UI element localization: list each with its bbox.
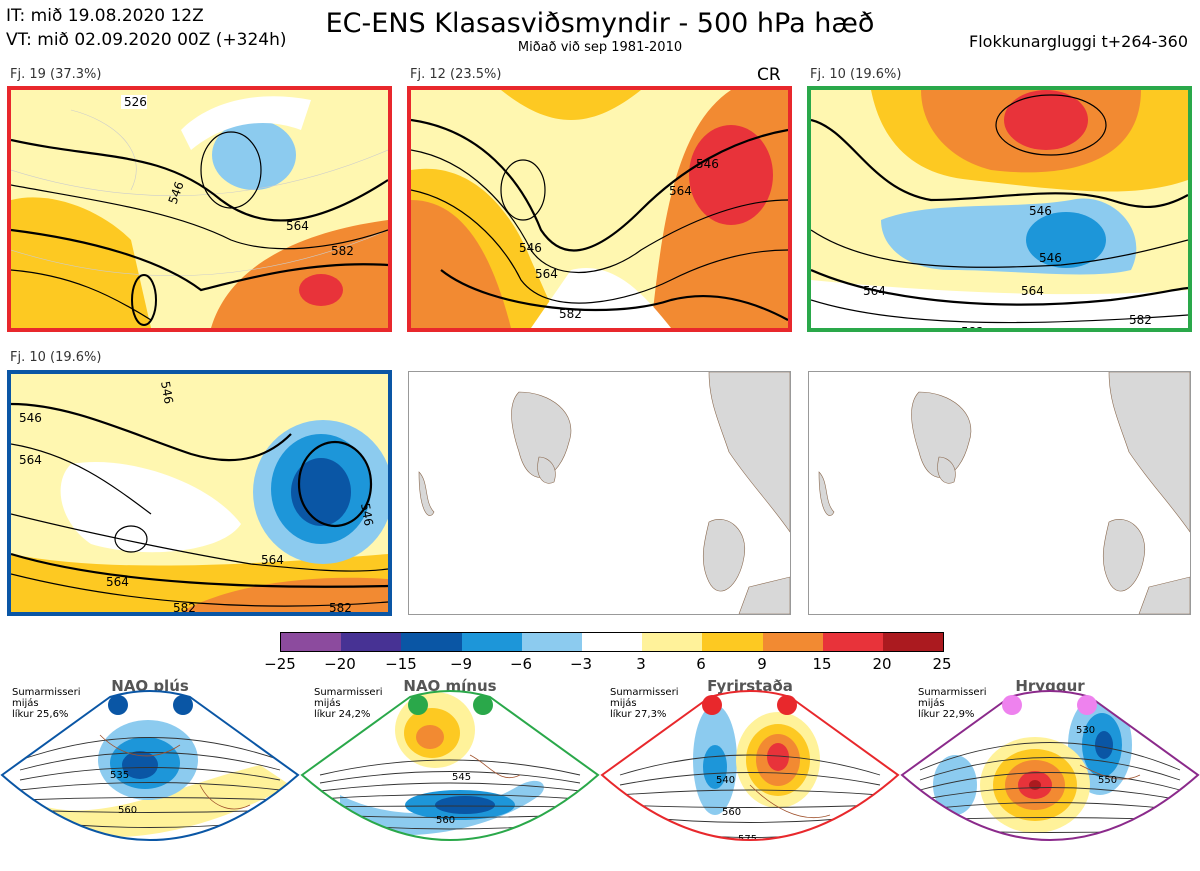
colorbar-segment [581, 633, 643, 651]
panel-1-label: Fj. 19 (37.3%) [10, 67, 102, 82]
colorbar-segment [642, 633, 703, 651]
colorbar-tick-label: −9 [449, 655, 473, 673]
regime-contour-label: 540 [716, 775, 735, 786]
panel-2-contour-label: 582 [559, 307, 582, 321]
regime-marker-dot [1077, 695, 1097, 715]
regime-nao-plus: Sumarmisseri mijás líkur 25,6% NAO plús … [0, 675, 300, 871]
colorbar-tick-label: −6 [509, 655, 533, 673]
regime-contour-label: 575 [446, 850, 465, 861]
regime-marker-dot [473, 695, 493, 715]
panel-3-contour-label: 546 [1029, 204, 1052, 218]
page-subtitle: Miðað við sep 1981-2010 [517, 40, 683, 55]
regime-contour-label: 575 [1092, 837, 1111, 848]
colorbar-tick-label: −15 [385, 655, 417, 673]
colorbar-segment [702, 633, 763, 651]
panel-4-contour-label: 564 [106, 575, 129, 589]
regime-marker-dot [1002, 695, 1022, 715]
regime-contour-label: 575 [738, 834, 757, 845]
empty-map-5 [408, 371, 791, 615]
regime-title: NAO mínus [403, 677, 497, 695]
colorbar-tick-label: −3 [569, 655, 593, 673]
colorbar-segment [822, 633, 883, 651]
panel-1-contour-label: 526 [124, 95, 147, 109]
colorbar-segment [762, 633, 823, 651]
colorbar-segment [281, 633, 342, 651]
header-info: IT: mið 19.08.2020 12Z VT: mið 02.09.202… [6, 4, 287, 52]
control-run-tag: CR [757, 65, 781, 85]
empty-map-6 [808, 371, 1191, 615]
colorbar-tick-label: 25 [932, 655, 952, 673]
regime-marker-dot [777, 695, 797, 715]
cluster-map-2: 546 564 582 546 564 [407, 86, 792, 332]
panel-4-contour-label: 546 [158, 380, 176, 405]
panel-1-contour-label: 582 [331, 244, 354, 258]
regime-title: Hryggur [1015, 677, 1085, 695]
panel-4-contour-label: 582 [173, 601, 196, 612]
panel-3-contour-label: 564 [863, 284, 886, 298]
regime-info: Sumarmisseri mijás líkur 25,6% [12, 687, 81, 720]
panel-4-contour-label: 546 [19, 411, 42, 425]
regime-blocking: Sumarmisseri mijás líkur 27,3% Fyrirstað… [600, 675, 900, 871]
panel-1-contour-label: 564 [286, 219, 309, 233]
colorbar-tick-label: 15 [812, 655, 832, 673]
regime-ridge: Sumarmisseri mijás líkur 22,9% Hryggur 5… [900, 675, 1200, 871]
cluster-map-3: 546 546 564 582 564 582 [807, 86, 1192, 332]
panel-4-contour-label: 582 [329, 601, 352, 612]
panel-3-contour-label: 582 [1129, 313, 1152, 327]
regime-info: Sumarmisseri mijás líkur 22,9% [918, 687, 987, 720]
panel-4-contour-label: 564 [19, 453, 42, 467]
regime-title: Fyrirstaða [707, 677, 793, 695]
init-time-label: IT: mið 19.08.2020 12Z [6, 6, 204, 26]
panel-2-label: Fj. 12 (23.5%) [410, 67, 502, 82]
colorbar-segment [461, 633, 522, 651]
regime-marker-dot [108, 695, 128, 715]
regime-info: Sumarmisseri mijás líkur 27,3% [610, 687, 679, 720]
colorbar-tick-label: 20 [872, 655, 892, 673]
regime-contour-label: 535 [110, 770, 129, 781]
colorbar-segment [882, 633, 944, 651]
cluster-map-4: 546 546 564 546 564 564 582 582 [7, 370, 392, 616]
regime-contour-label: 560 [436, 815, 455, 826]
regime-contour-label: 545 [452, 772, 471, 783]
panel-3-contour-label: 582 [961, 325, 984, 328]
regime-marker-dot [702, 695, 722, 715]
colorbar-tick-label: −20 [324, 655, 356, 673]
classification-window-label: Flokkunargluggi t+264-360 [969, 32, 1188, 51]
colorbar-segment [401, 633, 462, 651]
regime-contour-label: 550 [1098, 775, 1117, 786]
regime-title: NAO plús [111, 677, 189, 695]
colorbar-tick-label: −25 [264, 655, 296, 673]
panel-3-contour-label: 564 [1021, 284, 1044, 298]
panel-2-contour-label: 546 [696, 157, 719, 171]
panel-3-label: Fj. 10 (19.6%) [810, 67, 902, 82]
regime-contour-label: 560 [722, 807, 741, 818]
panel-4-contour-label: 546 [358, 502, 376, 527]
panel-2-contour-label: 564 [669, 184, 692, 198]
panel-4-contour-label: 564 [261, 553, 284, 567]
colorbar [280, 632, 944, 652]
regime-info: Sumarmisseri mijás líkur 24,2% [314, 687, 383, 720]
regime-nao-minus: Sumarmisseri mijás líkur 24,2% NAO mínus… [300, 675, 600, 871]
regime-marker-dot [408, 695, 428, 715]
cluster-map-1: 526 546 564 582 [7, 86, 392, 332]
regime-marker-dot [173, 695, 193, 715]
regime-contour-label: 560 [118, 805, 137, 816]
colorbar-segment [341, 633, 402, 651]
colorbar-tick-label: 6 [696, 655, 706, 673]
panel-2-contour-label: 546 [519, 241, 542, 255]
colorbar-segment [521, 633, 582, 651]
page-title: EC-ENS Klasasviðsmyndir - 500 hPa hæð [325, 8, 875, 39]
panel-3-contour-label: 546 [1039, 251, 1062, 265]
panel-2-contour-label: 564 [535, 267, 558, 281]
regime-contour-label: 530 [1076, 725, 1095, 736]
colorbar-tick-label: 3 [636, 655, 646, 673]
panel-4-label: Fj. 10 (19.6%) [10, 350, 102, 365]
valid-time-label: VT: mið 02.09.2020 00Z (+324h) [6, 30, 287, 50]
colorbar-tick-label: 9 [757, 655, 767, 673]
